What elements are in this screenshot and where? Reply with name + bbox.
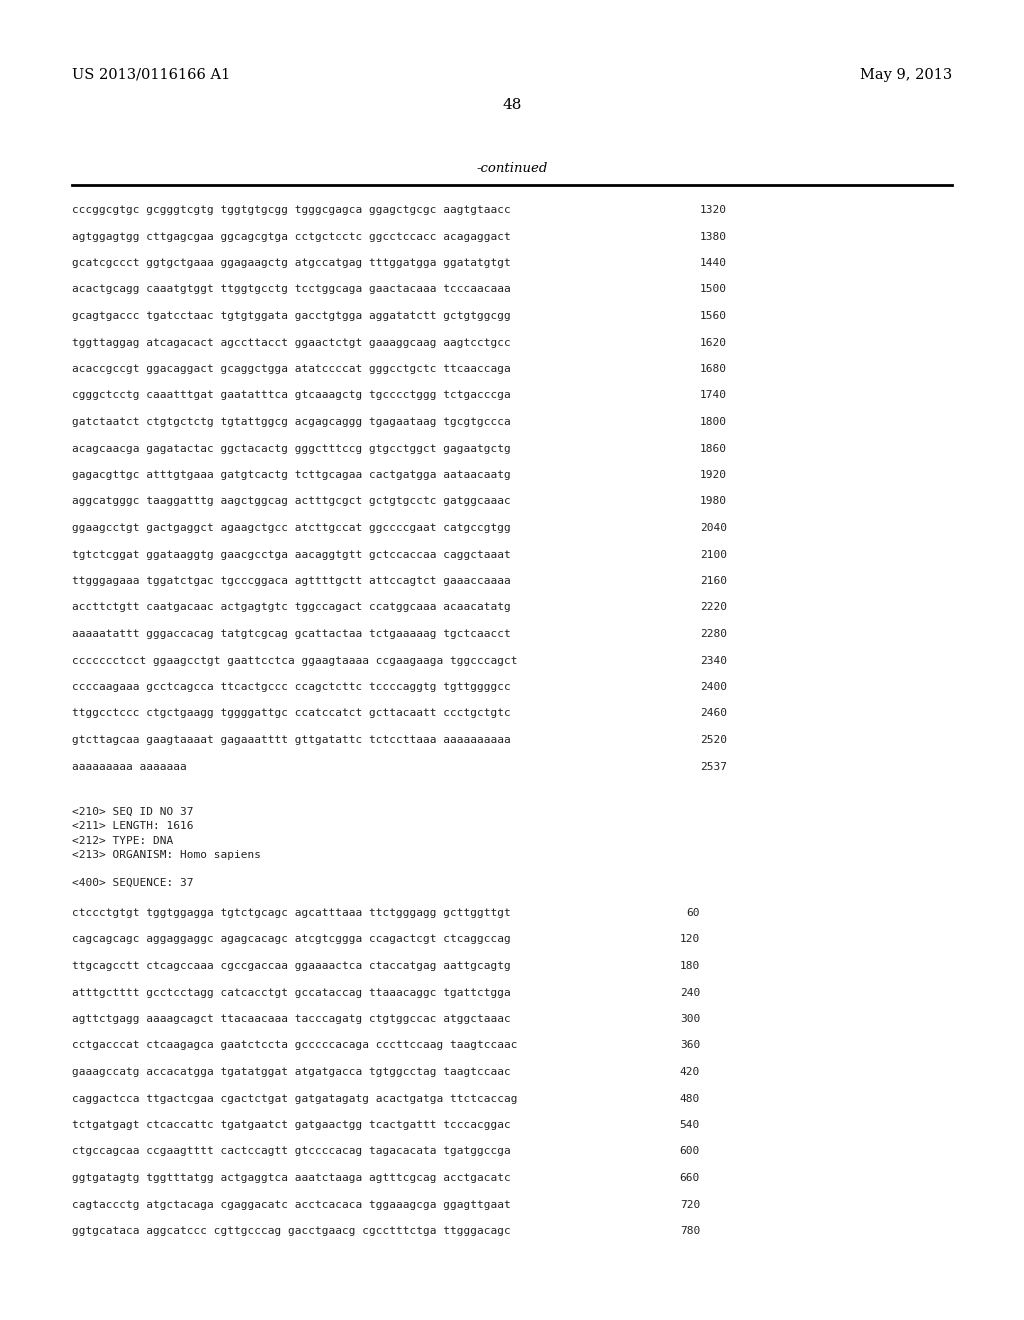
Text: 2400: 2400 (700, 682, 727, 692)
Text: acaccgccgt ggacaggact gcaggctgga atatccccat gggcctgctc ttcaaccaga: acaccgccgt ggacaggact gcaggctgga atatccc… (72, 364, 511, 374)
Text: 2220: 2220 (700, 602, 727, 612)
Text: cctgacccat ctcaagagca gaatctccta gcccccacaga cccttccaag taagtccaac: cctgacccat ctcaagagca gaatctccta gccccca… (72, 1040, 517, 1051)
Text: <212> TYPE: DNA: <212> TYPE: DNA (72, 836, 173, 846)
Text: 600: 600 (680, 1147, 700, 1156)
Text: tggttaggag atcagacact agccttacct ggaactctgt gaaaggcaag aagtcctgcc: tggttaggag atcagacact agccttacct ggaactc… (72, 338, 511, 347)
Text: 1440: 1440 (700, 257, 727, 268)
Text: 2520: 2520 (700, 735, 727, 744)
Text: 660: 660 (680, 1173, 700, 1183)
Text: <213> ORGANISM: Homo sapiens: <213> ORGANISM: Homo sapiens (72, 850, 261, 861)
Text: cagcagcagc aggaggaggc agagcacagc atcgtcggga ccagactcgt ctcaggccag: cagcagcagc aggaggaggc agagcacagc atcgtcg… (72, 935, 511, 945)
Text: ctccctgtgt tggtggagga tgtctgcagc agcatttaaa ttctgggagg gcttggttgt: ctccctgtgt tggtggagga tgtctgcagc agcattt… (72, 908, 511, 917)
Text: cagtaccctg atgctacaga cgaggacatc acctcacaca tggaaagcga ggagttgaat: cagtaccctg atgctacaga cgaggacatc acctcac… (72, 1200, 511, 1209)
Text: 2040: 2040 (700, 523, 727, 533)
Text: tctgatgagt ctcaccattc tgatgaatct gatgaactgg tcactgattt tcccacggac: tctgatgagt ctcaccattc tgatgaatct gatgaac… (72, 1119, 511, 1130)
Text: aggcatgggc taaggatttg aagctggcag actttgcgct gctgtgcctc gatggcaaac: aggcatgggc taaggatttg aagctggcag actttgc… (72, 496, 511, 507)
Text: <400> SEQUENCE: 37: <400> SEQUENCE: 37 (72, 878, 194, 888)
Text: acagcaacga gagatactac ggctacactg gggctttccg gtgcctggct gagaatgctg: acagcaacga gagatactac ggctacactg gggcttt… (72, 444, 511, 454)
Text: cccggcgtgc gcgggtcgtg tggtgtgcgg tgggcgagca ggagctgcgc aagtgtaacc: cccggcgtgc gcgggtcgtg tggtgtgcgg tgggcga… (72, 205, 511, 215)
Text: 2100: 2100 (700, 549, 727, 560)
Text: 2537: 2537 (700, 762, 727, 771)
Text: 480: 480 (680, 1093, 700, 1104)
Text: <210> SEQ ID NO 37: <210> SEQ ID NO 37 (72, 807, 194, 817)
Text: caggactcca ttgactcgaa cgactctgat gatgatagatg acactgatga ttctcaccag: caggactcca ttgactcgaa cgactctgat gatgata… (72, 1093, 517, 1104)
Text: ttgcagcctt ctcagccaaa cgccgaccaa ggaaaactca ctaccatgag aattgcagtg: ttgcagcctt ctcagccaaa cgccgaccaa ggaaaac… (72, 961, 511, 972)
Text: 1560: 1560 (700, 312, 727, 321)
Text: 1620: 1620 (700, 338, 727, 347)
Text: agttctgagg aaaagcagct ttacaacaaa tacccagatg ctgtggccac atggctaaac: agttctgagg aaaagcagct ttacaacaaa tacccag… (72, 1014, 511, 1024)
Text: atttgctttt gcctcctagg catcacctgt gccataccag ttaaacaggc tgattctgga: atttgctttt gcctcctagg catcacctgt gccatac… (72, 987, 511, 998)
Text: 2160: 2160 (700, 576, 727, 586)
Text: 1500: 1500 (700, 285, 727, 294)
Text: ttggcctccc ctgctgaagg tggggattgc ccatccatct gcttacaatt ccctgctgtc: ttggcctccc ctgctgaagg tggggattgc ccatcca… (72, 709, 511, 718)
Text: 60: 60 (686, 908, 700, 917)
Text: acactgcagg caaatgtggt ttggtgcctg tcctggcaga gaactacaaa tcccaacaaa: acactgcagg caaatgtggt ttggtgcctg tcctggc… (72, 285, 511, 294)
Text: 540: 540 (680, 1119, 700, 1130)
Text: ggtgatagtg tggtttatgg actgaggtca aaatctaaga agtttcgcag acctgacatc: ggtgatagtg tggtttatgg actgaggtca aaatcta… (72, 1173, 511, 1183)
Text: 1380: 1380 (700, 231, 727, 242)
Text: aaaaaaaaa aaaaaaa: aaaaaaaaa aaaaaaa (72, 762, 186, 771)
Text: ctgccagcaa ccgaagtttt cactccagtt gtccccacag tagacacata tgatggccga: ctgccagcaa ccgaagtttt cactccagtt gtcccca… (72, 1147, 511, 1156)
Text: gtcttagcaa gaagtaaaat gagaaatttt gttgatattc tctccttaaa aaaaaaaaaa: gtcttagcaa gaagtaaaat gagaaatttt gttgata… (72, 735, 511, 744)
Text: 720: 720 (680, 1200, 700, 1209)
Text: 1800: 1800 (700, 417, 727, 426)
Text: ccccaagaaa gcctcagcca ttcactgccc ccagctcttc tccccaggtg tgttggggcc: ccccaagaaa gcctcagcca ttcactgccc ccagctc… (72, 682, 511, 692)
Text: gaaagccatg accacatgga tgatatggat atgatgacca tgtggcctag taagtccaac: gaaagccatg accacatgga tgatatggat atgatga… (72, 1067, 511, 1077)
Text: 1320: 1320 (700, 205, 727, 215)
Text: ggaagcctgt gactgaggct agaagctgcc atcttgccat ggccccgaat catgccgtgg: ggaagcctgt gactgaggct agaagctgcc atcttgc… (72, 523, 511, 533)
Text: 2340: 2340 (700, 656, 727, 665)
Text: 300: 300 (680, 1014, 700, 1024)
Text: May 9, 2013: May 9, 2013 (860, 69, 952, 82)
Text: gagacgttgc atttgtgaaa gatgtcactg tcttgcagaa cactgatgga aataacaatg: gagacgttgc atttgtgaaa gatgtcactg tcttgca… (72, 470, 511, 480)
Text: US 2013/0116166 A1: US 2013/0116166 A1 (72, 69, 230, 82)
Text: 1740: 1740 (700, 391, 727, 400)
Text: cgggctcctg caaatttgat gaatatttca gtcaaagctg tgcccctggg tctgacccga: cgggctcctg caaatttgat gaatatttca gtcaaag… (72, 391, 511, 400)
Text: 1680: 1680 (700, 364, 727, 374)
Text: 120: 120 (680, 935, 700, 945)
Text: 1980: 1980 (700, 496, 727, 507)
Text: aaaaatattt gggaccacag tatgtcgcag gcattactaa tctgaaaaag tgctcaacct: aaaaatattt gggaccacag tatgtcgcag gcattac… (72, 630, 511, 639)
Text: ccccccctcct ggaagcctgt gaattcctca ggaagtaaaa ccgaagaaga tggcccagct: ccccccctcct ggaagcctgt gaattcctca ggaagt… (72, 656, 517, 665)
Text: accttctgtt caatgacaac actgagtgtc tggccagact ccatggcaaa acaacatatg: accttctgtt caatgacaac actgagtgtc tggccag… (72, 602, 511, 612)
Text: gcagtgaccc tgatcctaac tgtgtggata gacctgtgga aggatatctt gctgtggcgg: gcagtgaccc tgatcctaac tgtgtggata gacctgt… (72, 312, 511, 321)
Text: 2460: 2460 (700, 709, 727, 718)
Text: 180: 180 (680, 961, 700, 972)
Text: 48: 48 (503, 98, 521, 112)
Text: ttgggagaaa tggatctgac tgcccggaca agttttgctt attccagtct gaaaccaaaa: ttgggagaaa tggatctgac tgcccggaca agttttg… (72, 576, 511, 586)
Text: tgtctcggat ggataaggtg gaacgcctga aacaggtgtt gctccaccaa caggctaaat: tgtctcggat ggataaggtg gaacgcctga aacaggt… (72, 549, 511, 560)
Text: 1860: 1860 (700, 444, 727, 454)
Text: ggtgcataca aggcatccc cgttgcccag gacctgaacg cgcctttctga ttgggacagc: ggtgcataca aggcatccc cgttgcccag gacctgaa… (72, 1226, 511, 1236)
Text: 240: 240 (680, 987, 700, 998)
Text: -continued: -continued (476, 161, 548, 174)
Text: gatctaatct ctgtgctctg tgtattggcg acgagcaggg tgagaataag tgcgtgccca: gatctaatct ctgtgctctg tgtattggcg acgagca… (72, 417, 511, 426)
Text: <211> LENGTH: 1616: <211> LENGTH: 1616 (72, 821, 194, 832)
Text: agtggagtgg cttgagcgaa ggcagcgtga cctgctcctc ggcctccacc acagaggact: agtggagtgg cttgagcgaa ggcagcgtga cctgctc… (72, 231, 511, 242)
Text: gcatcgccct ggtgctgaaa ggagaagctg atgccatgag tttggatgga ggatatgtgt: gcatcgccct ggtgctgaaa ggagaagctg atgccat… (72, 257, 511, 268)
Text: 2280: 2280 (700, 630, 727, 639)
Text: 1920: 1920 (700, 470, 727, 480)
Text: 780: 780 (680, 1226, 700, 1236)
Text: 360: 360 (680, 1040, 700, 1051)
Text: 420: 420 (680, 1067, 700, 1077)
